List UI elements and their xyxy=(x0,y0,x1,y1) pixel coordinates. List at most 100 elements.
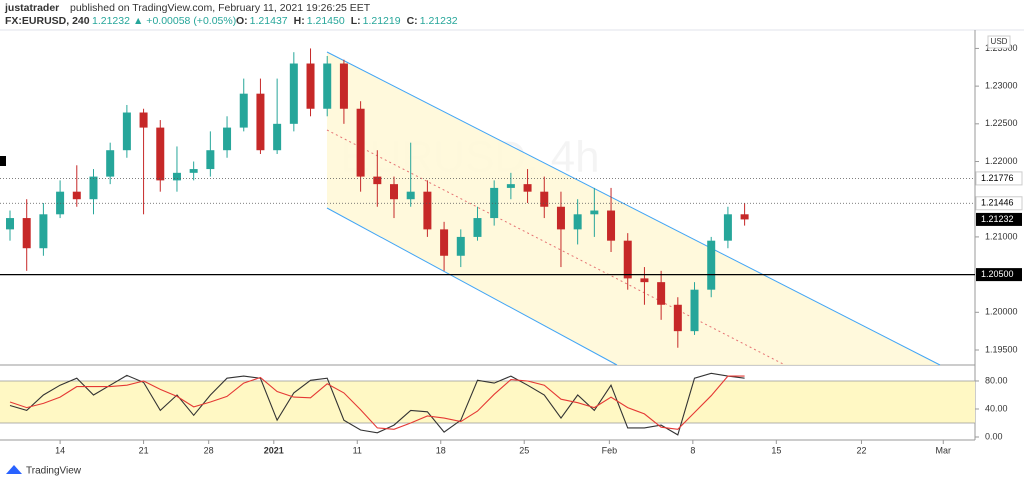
candle-body xyxy=(423,191,432,230)
x-tick-label: 21 xyxy=(139,445,149,455)
candle-body xyxy=(740,214,749,220)
candle-body xyxy=(723,214,732,241)
candle-body xyxy=(473,218,482,237)
symbol: FX:EURUSD, 240 xyxy=(5,15,90,27)
candle-body xyxy=(139,112,148,128)
candle-body xyxy=(306,63,315,109)
channel-top xyxy=(326,51,941,366)
y-tick-label: 80.00 xyxy=(985,375,1008,385)
x-tick-label: 2021 xyxy=(264,445,284,455)
candle-body xyxy=(640,278,649,283)
candle-body xyxy=(356,108,365,177)
x-tick-label: 22 xyxy=(856,445,866,455)
candle-body xyxy=(623,240,632,279)
last: 1.21232 xyxy=(92,15,130,27)
candle-body xyxy=(189,169,198,173)
candle-body xyxy=(22,218,31,249)
candle-body xyxy=(273,123,282,151)
candle-body xyxy=(106,150,115,177)
candle-body xyxy=(122,112,131,151)
y-tick-label: 1.22000 xyxy=(985,156,1018,166)
x-tick-label: 8 xyxy=(690,445,695,455)
price-label-box xyxy=(975,196,1023,211)
y-tick-label: 1.23000 xyxy=(985,81,1018,91)
candle-body xyxy=(590,210,599,215)
plot: 1.19500 1.20000 1.21000 1.22000 1.22500 1.230… xyxy=(0,43,1023,455)
footer: TradingView xyxy=(26,466,82,477)
osc-line xyxy=(9,372,745,436)
candle-body xyxy=(89,176,98,200)
price-label: 1.20500 xyxy=(981,269,1014,279)
candle-body xyxy=(556,206,565,230)
y-tick-label: 1.22500 xyxy=(985,118,1018,128)
x-tick-label: 15 xyxy=(771,445,781,455)
x-tick-label: 11 xyxy=(353,445,362,455)
candle-body xyxy=(323,63,332,109)
osc-line xyxy=(9,375,745,430)
candle-body xyxy=(506,184,515,188)
author: justatrader xyxy=(4,2,59,14)
candle-body xyxy=(690,289,699,332)
x-tick-label: 28 xyxy=(204,445,214,455)
candle-body xyxy=(490,187,499,219)
ohlc: O: 1.21437 H: 1.21450 L: 1.21219 C: 1.21232 xyxy=(236,15,458,27)
candle-body xyxy=(39,214,48,249)
candle-body xyxy=(6,218,15,230)
ohlc-value: 1.21219 xyxy=(363,15,401,27)
candle-body xyxy=(373,176,382,185)
last-price-label: 1.21232 xyxy=(981,214,1014,224)
y-tick-label: 1.20000 xyxy=(985,307,1018,317)
osc-band xyxy=(0,380,975,423)
candle-body xyxy=(440,229,449,256)
candle-body xyxy=(172,172,181,181)
candle-body xyxy=(657,282,666,305)
last-price-box xyxy=(976,212,1022,226)
logo xyxy=(6,465,22,474)
y-tick-label: 40.00 xyxy=(985,403,1008,413)
candle-body xyxy=(289,63,298,124)
candle-body xyxy=(390,184,399,200)
y-tick-label: 1.21000 xyxy=(985,231,1018,241)
x-tick-label: Mar xyxy=(936,445,952,455)
y-tick-label: 0.00 xyxy=(985,431,1003,441)
price-label-box xyxy=(976,268,1022,282)
ohlc-key: C: xyxy=(407,15,418,27)
channel-bottom xyxy=(326,207,618,366)
candle-body xyxy=(523,184,532,192)
candle-body xyxy=(406,191,415,200)
candle-body xyxy=(156,127,165,181)
currency: USD xyxy=(991,37,1008,46)
ohlc-value: 1.21450 xyxy=(307,15,345,27)
candle-body xyxy=(223,127,232,151)
x-tick-label: 25 xyxy=(519,445,529,455)
candle-body xyxy=(456,236,465,256)
candle-body xyxy=(206,150,215,170)
candle-body xyxy=(607,210,616,241)
candle-body xyxy=(573,214,582,230)
ohlc-value: 1.21232 xyxy=(420,15,458,27)
candle-body xyxy=(339,63,348,109)
x-tick-label: Feb xyxy=(602,445,618,455)
price-label-box xyxy=(975,171,1023,186)
y-tick-label: 1.19500 xyxy=(985,344,1018,354)
price-label: 1.21446 xyxy=(981,198,1014,208)
ohlc-key: O: xyxy=(236,15,248,27)
change: ▲ +0.00058 (+0.05%) xyxy=(133,15,236,27)
x-tick-label: 14 xyxy=(55,445,65,455)
ohlc-value: 1.21437 xyxy=(250,15,288,27)
candle-body xyxy=(540,191,549,207)
price-label: 1.21776 xyxy=(981,173,1014,183)
candle-body xyxy=(256,93,265,151)
candle-body xyxy=(673,304,682,332)
published: published on TradingView.com, February 1… xyxy=(70,2,371,14)
ohlc-key: H: xyxy=(294,15,305,27)
left-marker xyxy=(0,156,6,166)
channel-mid xyxy=(326,129,786,366)
currency-box xyxy=(987,35,1011,49)
candle-body xyxy=(72,191,81,200)
candle-body xyxy=(239,93,248,128)
candle-body xyxy=(707,240,716,290)
x-tick-label: 18 xyxy=(436,445,446,455)
ohlc-key: L: xyxy=(351,15,361,27)
